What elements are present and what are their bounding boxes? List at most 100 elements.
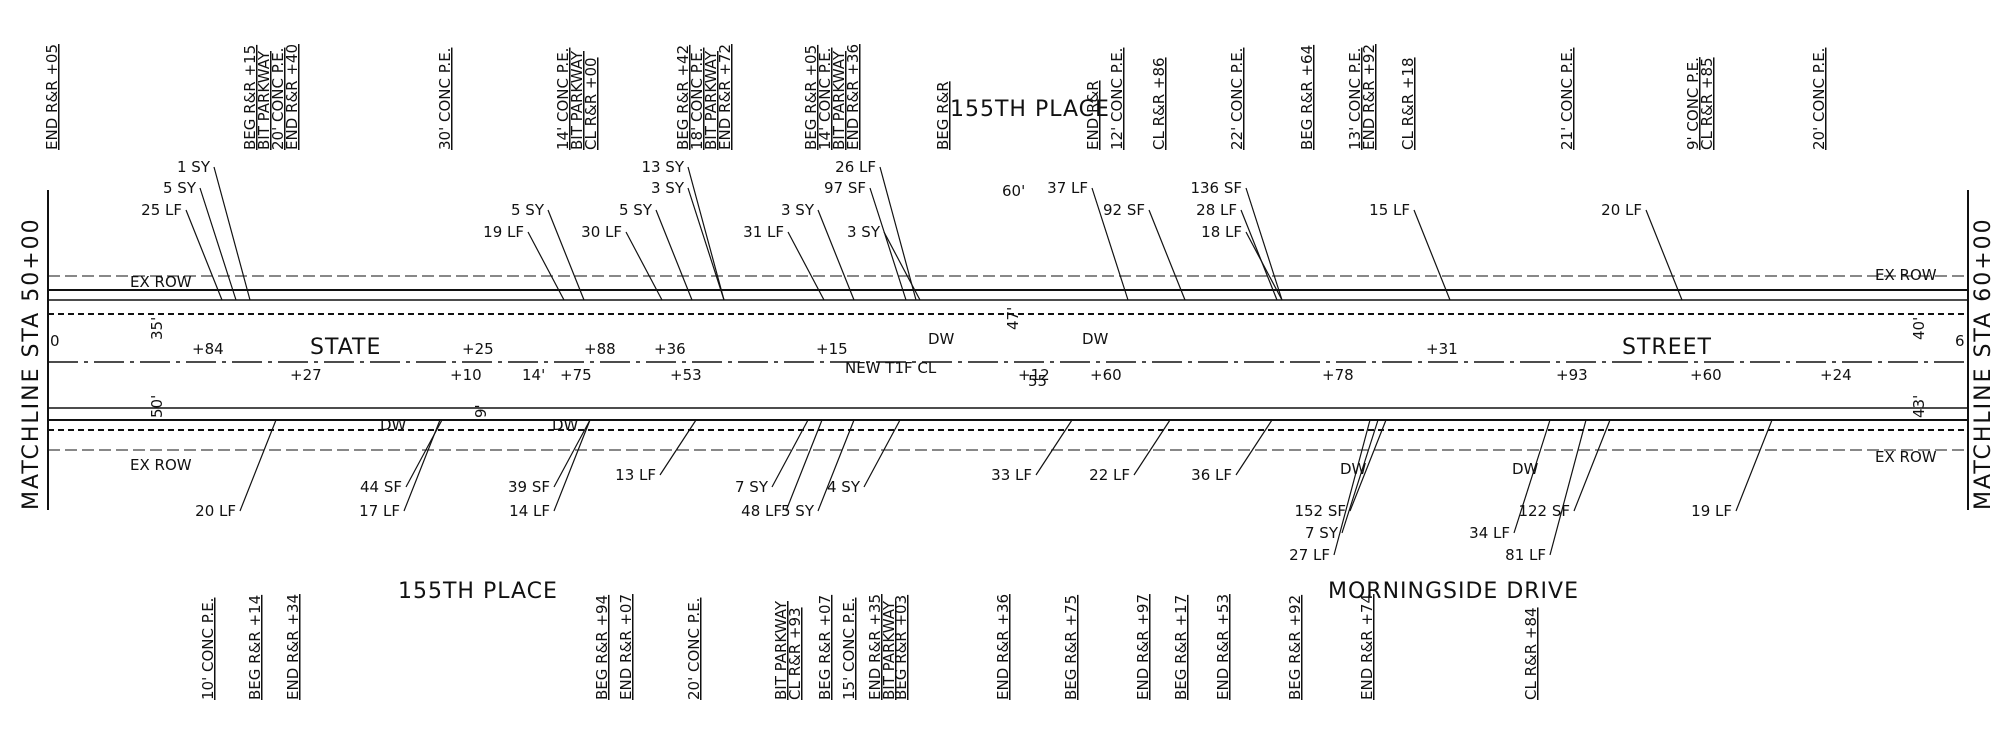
callout-label-top: 30 LF	[581, 223, 622, 241]
top-vertical-label: END R&R +05	[43, 44, 61, 150]
top-vertical-label: 12' CONC P.E.	[1108, 48, 1126, 150]
callout-label-bottom: 36 LF	[1191, 466, 1232, 484]
callout-leader-top	[199, 187, 237, 301]
callout-leader-bottom	[1133, 419, 1171, 476]
callout-label-bottom: 7 SY	[1305, 524, 1339, 542]
callout-leader-top	[869, 187, 907, 301]
dimension-label: 60'	[1002, 182, 1025, 200]
callout-leader-bottom	[1035, 419, 1073, 476]
callout-leader-bottom	[1549, 419, 1587, 556]
bottom-vertical-label: 20' CONC P.E.	[685, 598, 703, 700]
callout-label-top: 25 LF	[141, 201, 182, 219]
callout-label-top: 3 SY	[847, 223, 881, 241]
callout-label-bottom: 152 SF	[1294, 502, 1346, 520]
dw-label-left2: DW	[552, 416, 579, 434]
top-vertical-label: 13' CONC P.E.	[1346, 48, 1364, 150]
dimension-labels: 35' 50' 9' 14' 60' 47' 55 40' 43'	[148, 182, 1928, 418]
station-label: +60	[1090, 366, 1122, 384]
dw-label-left: DW	[380, 416, 407, 434]
callout-leader-top	[787, 231, 825, 301]
callout-label-top: 92 SF	[1103, 201, 1145, 219]
top-vertical-label: END R&R +72	[716, 44, 734, 150]
top-vertical-label: BIT PARKWAY	[702, 50, 720, 150]
callout-label-bottom: 122 SF	[1518, 502, 1570, 520]
callout-leader-bottom	[771, 419, 809, 488]
bottom-vertical-label: BEG R&R +75	[1062, 595, 1080, 700]
station-label: +12	[1018, 366, 1050, 384]
street-place-top-label: 155TH PLACE	[950, 97, 1110, 122]
bottom-vertical-label: BEG R&R +14	[246, 595, 264, 700]
callout-label-top: 5 SY	[163, 179, 197, 197]
misc-annotations: EX ROW EX ROW EX ROW EX ROW NEW T1F CL 0…	[50, 266, 1965, 478]
callout-label-top: 26 LF	[835, 158, 876, 176]
top-vertical-label: CL R&R +86	[1150, 57, 1168, 150]
callout-leader-bottom	[1513, 419, 1551, 534]
callout-label-bottom: 19 LF	[1691, 502, 1732, 520]
callout-leader-bottom	[553, 419, 591, 488]
ex-row-label-right-bottom: EX ROW	[1875, 448, 1937, 466]
top-vertical-label: END R&R +36	[844, 44, 862, 150]
top-vertical-label: 14' CONC P.E.	[816, 48, 834, 150]
callout-label-bottom: 5 SY	[781, 502, 815, 520]
station-label: +88	[584, 340, 616, 358]
station-label: +93	[1556, 366, 1588, 384]
callout-leader-top	[1240, 209, 1278, 301]
top-vertical-label: BIT PARKWAY	[568, 50, 586, 150]
callout-label-bottom: 7 SY	[735, 478, 769, 496]
callout-leader-top	[1091, 187, 1129, 301]
top-vertical-label: CL R&R +85	[1698, 57, 1716, 150]
top-vertical-label: CL R&R +00	[582, 57, 600, 150]
callout-leader-top	[879, 166, 917, 301]
callout-leader-top	[1245, 231, 1283, 301]
callout-label-top: 15 LF	[1369, 201, 1410, 219]
dw-label-top: DW	[928, 330, 955, 348]
station-label: +27	[290, 366, 322, 384]
callout-leader-bottom	[659, 419, 697, 476]
callout-leader-top	[817, 209, 855, 301]
bottom-vertical-label: END R&R +97	[1134, 594, 1152, 700]
callout-leader-top	[1245, 187, 1283, 301]
callout-label-bottom: 48 LF	[741, 502, 782, 520]
street-morningside-label: MORNINGSIDE DRIVE	[1328, 579, 1579, 604]
bottom-vertical-label: 10' CONC P.E.	[199, 598, 217, 700]
dw-label-right2: DW	[1512, 460, 1539, 478]
callout-leader-top	[547, 209, 585, 301]
callout-label-bottom: 14 LF	[509, 502, 550, 520]
callout-leader-top	[1413, 209, 1451, 301]
top-vertical-label: 14' CONC P.E.	[554, 48, 572, 150]
callout-leader-bottom	[1341, 419, 1379, 534]
bottom-vertical-label: CL R&R +93	[786, 607, 804, 700]
top-vertical-label: 9' CONC P.E.	[1684, 57, 1702, 150]
callout-label-bottom: 17 LF	[359, 502, 400, 520]
top-vertical-label: BEG R&R +15	[241, 45, 259, 150]
bottom-vertical-labels: 10' CONC P.E. BEG R&R +14 END R&R +34 BEG R…	[199, 594, 1540, 700]
callout-label-top: 3 SY	[781, 201, 815, 219]
top-vertical-label: BEG R&R +42	[674, 45, 692, 150]
matchline-right: MATCHLINE STA 60+00	[1967, 190, 1992, 510]
dimension-label: 40'	[1910, 317, 1928, 340]
bottom-vertical-label: END R&R +35	[866, 594, 884, 700]
street-state-label: STATE	[310, 335, 381, 360]
top-vertical-label: BIT PARKWAY	[255, 50, 273, 150]
callout-leader-top	[687, 187, 725, 301]
callout-label-top: 18 LF	[1201, 223, 1242, 241]
callout-label-top: 97 SF	[824, 179, 866, 197]
callout-label-top: 31 LF	[743, 223, 784, 241]
callout-label-bottom: 81 LF	[1505, 546, 1546, 564]
ex-row-label-left-top: EX ROW	[130, 273, 192, 291]
bottom-vertical-label: 15' CONC P.E.	[840, 598, 858, 700]
top-vertical-label: BIT PARKWAY	[830, 50, 848, 150]
station-labels: +84 +27 +25 +10 +75 +88 +36 +53 +15 +12 +60 +78 +31 +…	[192, 340, 1852, 384]
top-vertical-label: BEG R&R +64	[1298, 45, 1316, 150]
top-vertical-label: 20' CONC P.E.	[269, 48, 287, 150]
top-vertical-label: END R&R +40	[283, 44, 301, 150]
dimension-label: 9'	[472, 404, 490, 418]
callout-leader-bottom	[239, 419, 277, 512]
bottom-vertical-label: BEG R&R +07	[816, 595, 834, 700]
station-label: +15	[816, 340, 848, 358]
bottom-vertical-label: END R&R +36	[994, 594, 1012, 700]
callout-label-bottom: 39 SF	[508, 478, 550, 496]
road-linework	[48, 275, 1968, 451]
dimension-label: 55	[1028, 372, 1047, 390]
top-vertical-label: 18' CONC P.E.	[688, 48, 706, 150]
